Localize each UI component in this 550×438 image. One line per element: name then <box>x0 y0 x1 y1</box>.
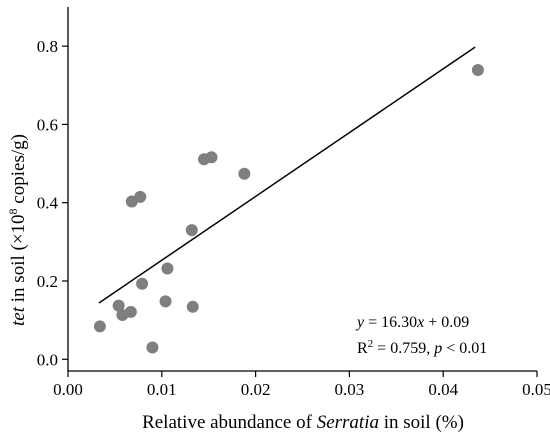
x-tick-label: 0.03 <box>335 380 365 399</box>
regression-line <box>98 46 476 304</box>
data-point <box>185 224 198 237</box>
data-point <box>238 167 251 180</box>
x-tick-label: 0.05 <box>522 380 550 399</box>
x-tick-label: 0.01 <box>147 380 177 399</box>
x-tick-label: 0.02 <box>241 380 271 399</box>
data-point <box>186 300 199 313</box>
data-point <box>205 151 218 164</box>
y-tick-label: 0.4 <box>37 194 59 213</box>
y-tick-label: 0.8 <box>37 37 58 56</box>
x-tick-label: 0.00 <box>53 380 83 399</box>
data-point <box>93 320 106 333</box>
x-tick-label: 0.04 <box>428 380 458 399</box>
data-point <box>124 305 137 318</box>
data-point <box>146 341 159 354</box>
data-point <box>471 64 484 77</box>
regression-line-group <box>98 46 476 304</box>
regression-equation: y = 16.30x + 0.09 <box>355 314 469 331</box>
data-point <box>112 299 125 312</box>
y-tick-label: 0.2 <box>37 272 58 291</box>
data-points <box>93 64 484 354</box>
y-tick-label: 0.6 <box>37 115 58 134</box>
data-point <box>136 277 149 290</box>
x-axis-label: Relative abundance of Serratia in soil (… <box>142 412 464 433</box>
data-point <box>161 262 174 275</box>
data-point <box>159 295 172 308</box>
data-point <box>134 190 147 203</box>
regression-stats: R2 = 0.759, p < 0.01 <box>357 338 487 357</box>
y-tick-label: 0.0 <box>37 350 58 369</box>
axes <box>67 7 537 372</box>
y-axis-label: tet in soil (×108 copies/g) <box>6 134 29 326</box>
ticks: 0.00 0.01 0.02 0.03 0.04 0.05 0.0 0.2 0.4 0.6 0.8 <box>37 37 550 399</box>
